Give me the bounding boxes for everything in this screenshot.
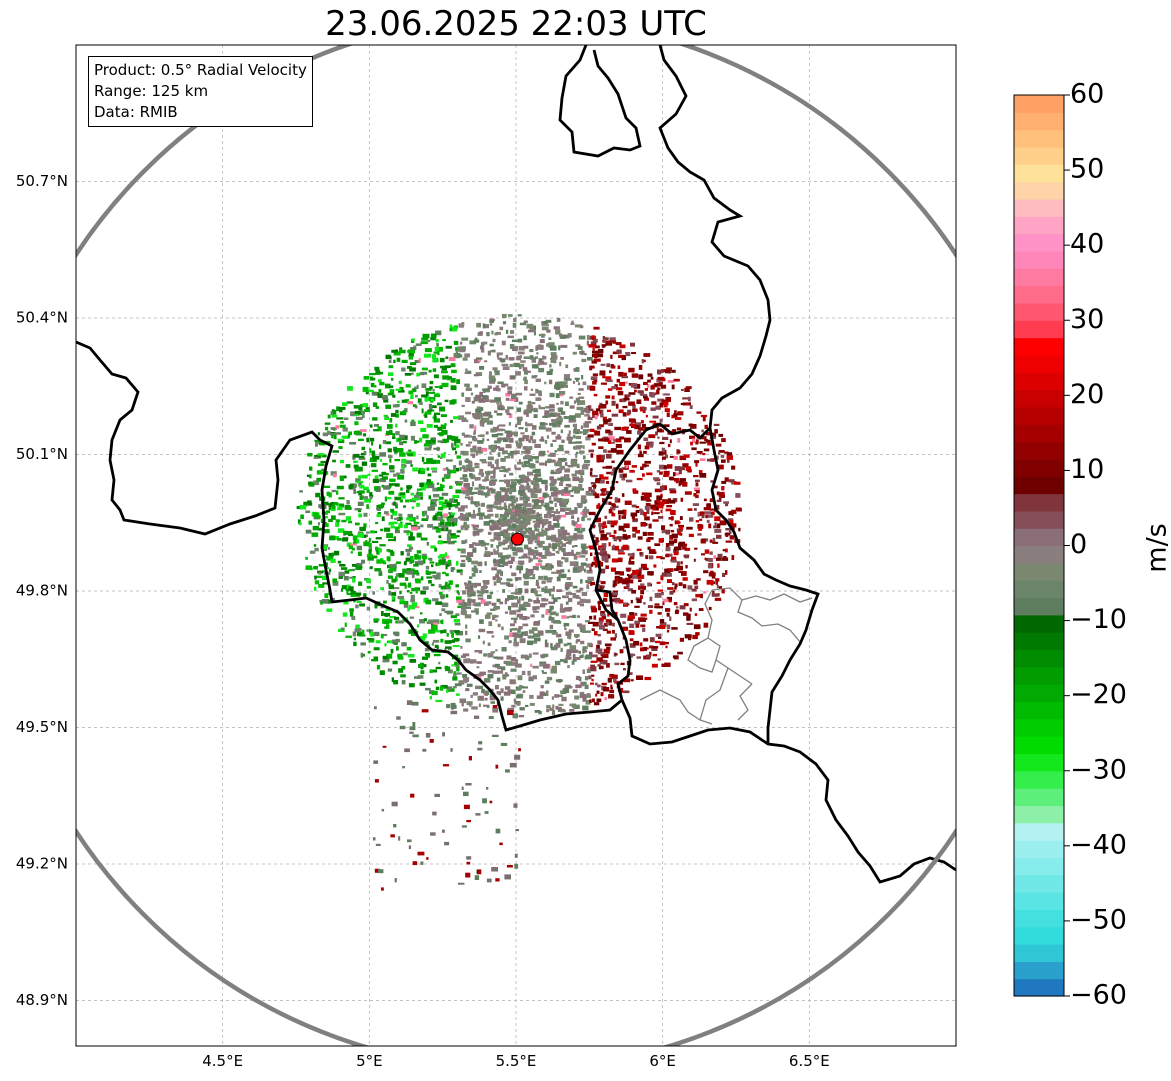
lon-tick-label: 4.5°E [202, 1052, 243, 1070]
lat-tick-label: 49.5°N [16, 718, 68, 736]
international-border-east [595, 427, 956, 884]
velocity-echoes [296, 313, 742, 891]
lon-tick-label: 6.5°E [789, 1052, 830, 1070]
radar-site-marker [510, 532, 524, 546]
lon-tick-label: 6°E [649, 1052, 676, 1070]
latitude-labels: 48.9°N 49.2°N 49.5°N 49.8°N 50.1°N 50.4°N 50.7… [16, 172, 68, 1009]
info-data-source: Data: RMIB [94, 103, 178, 121]
international-border-west [76, 45, 772, 732]
lat-tick-label: 50.4°N [16, 309, 68, 327]
info-box: Product: 0.5° Radial Velocity Range: 125… [88, 56, 313, 127]
lat-tick-label: 49.2°N [16, 855, 68, 873]
map-frame [75, 44, 957, 1047]
lat-tick-label: 50.7°N [16, 172, 68, 190]
lon-tick-label: 5°E [356, 1052, 383, 1070]
lat-tick-label: 48.9°N [16, 991, 68, 1009]
lat-tick-label: 49.8°N [16, 582, 68, 600]
map-title: 23.06.2025 22:03 UTC [325, 4, 707, 44]
info-product: Product: 0.5° Radial Velocity [94, 61, 307, 79]
lon-tick-label: 5.5°E [496, 1052, 537, 1070]
info-range: Range: 125 km [94, 82, 209, 100]
province-borders [639, 587, 813, 725]
lat-tick-label: 50.1°N [16, 445, 68, 463]
international-border-north [558, 45, 642, 158]
longitude-labels: 4.5°E 5°E 5.5°E 6°E 6.5°E [202, 1052, 830, 1070]
